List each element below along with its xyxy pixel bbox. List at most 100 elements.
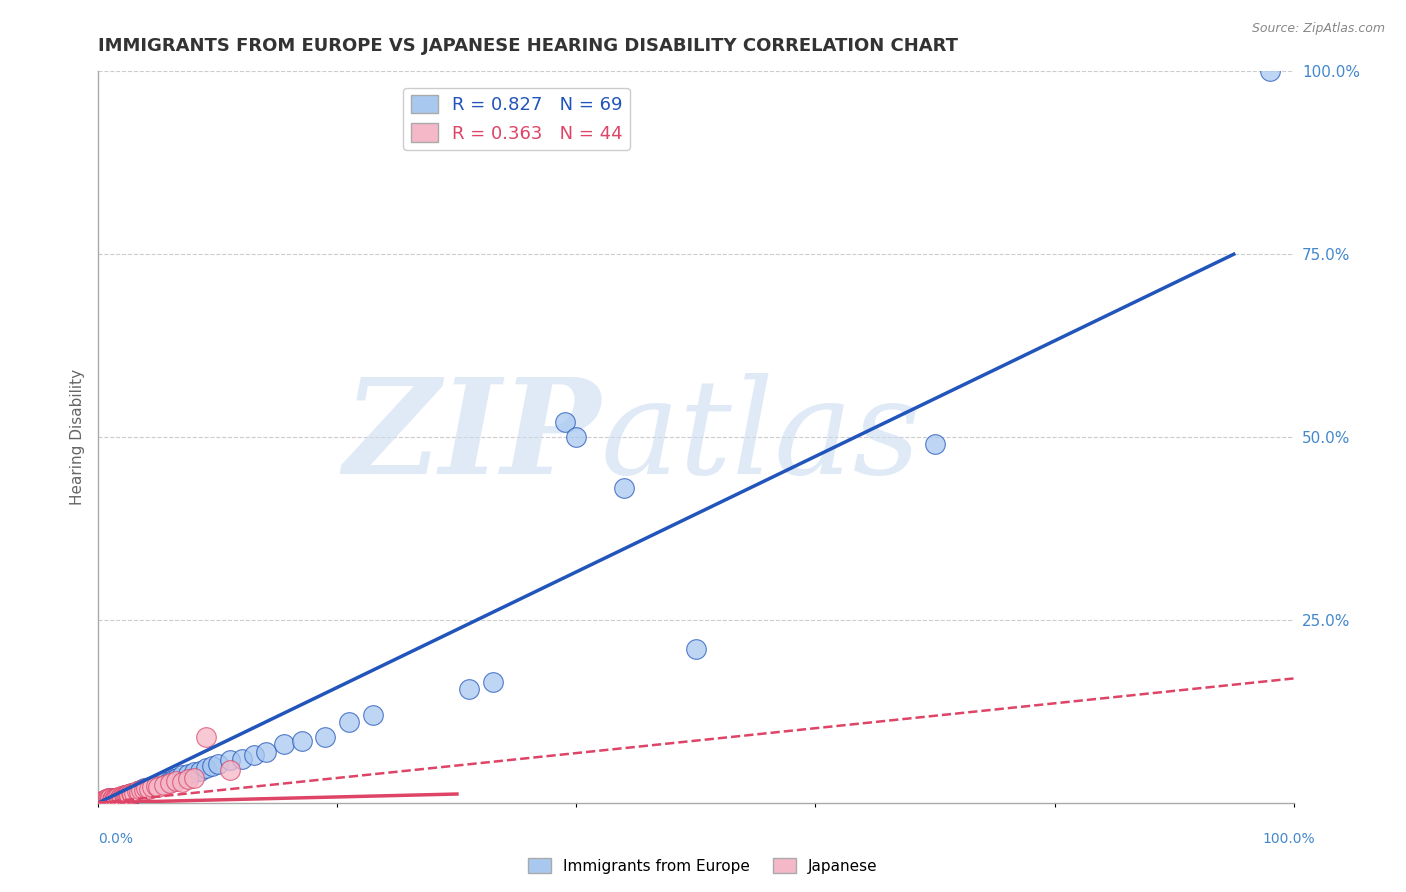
Point (96, 793, 118, 807)
Point (98, 791, 121, 805)
Point (183, 771, 205, 785)
Point (124, 786, 146, 800)
Point (101, 794, 124, 808)
Point (254, 745, 277, 759)
Point (97, 793, 120, 807)
Point (481, 675, 505, 690)
Point (219, 763, 242, 777)
Point (103, 791, 125, 805)
Point (685, 642, 707, 657)
Legend: Immigrants from Europe, Japanese: Immigrants from Europe, Japanese (522, 852, 884, 880)
Point (118, 787, 141, 801)
Point (124, 786, 146, 800)
Point (188, 764, 211, 778)
Point (112, 789, 135, 803)
Point (339, 715, 361, 730)
Point (114, 789, 136, 803)
Point (98, 792, 121, 806)
Point (149, 777, 172, 791)
Point (125, 784, 148, 798)
Point (231, 752, 253, 766)
Point (273, 737, 295, 751)
Point (108, 790, 131, 805)
Point (96, 792, 118, 806)
Point (159, 773, 181, 788)
Point (195, 761, 218, 775)
Point (243, 748, 266, 763)
Point (93, 794, 115, 808)
Point (153, 778, 176, 792)
Point (177, 772, 200, 787)
Point (554, 416, 576, 430)
Point (93, 793, 115, 807)
Point (129, 783, 152, 797)
Point (108, 789, 131, 804)
Point (107, 791, 129, 805)
Text: atlas: atlas (600, 373, 921, 501)
Point (117, 789, 139, 803)
Y-axis label: Hearing Disability: Hearing Disability (69, 369, 84, 505)
Point (148, 778, 170, 792)
Point (207, 757, 229, 772)
Point (1258, 64, 1281, 78)
Point (107, 790, 129, 805)
Point (132, 781, 155, 796)
Point (94, 792, 117, 806)
Point (139, 780, 162, 795)
Point (613, 481, 636, 495)
Point (107, 792, 129, 806)
Point (166, 771, 188, 785)
Point (110, 792, 132, 806)
Point (117, 787, 139, 801)
Point (315, 730, 337, 744)
Legend: R = 0.827   N = 69, R = 0.363   N = 44: R = 0.827 N = 69, R = 0.363 N = 44 (404, 87, 630, 150)
Point (100, 793, 122, 807)
Point (131, 782, 153, 797)
Text: ZIP: ZIP (343, 373, 600, 501)
Text: 0.0%: 0.0% (98, 832, 134, 846)
Point (565, 430, 588, 444)
Point (138, 780, 160, 794)
Point (115, 789, 138, 803)
Point (128, 785, 150, 799)
Text: IMMIGRANTS FROM EUROPE VS JAPANESE HEARING DISABILITY CORRELATION CHART: IMMIGRANTS FROM EUROPE VS JAPANESE HEARI… (98, 37, 959, 54)
Point (98, 794, 122, 808)
Point (363, 708, 385, 723)
Point (165, 773, 187, 788)
Point (118, 788, 141, 802)
Point (125, 785, 148, 799)
Point (104, 792, 127, 806)
Point (201, 759, 224, 773)
Point (159, 776, 181, 790)
Point (219, 753, 242, 767)
Point (127, 784, 149, 798)
Point (148, 780, 170, 794)
Point (121, 787, 143, 801)
Point (91, 794, 114, 808)
Point (138, 781, 160, 796)
Point (121, 786, 143, 800)
Point (120, 788, 142, 802)
Point (131, 783, 153, 797)
Point (105, 793, 128, 807)
Point (110, 789, 132, 804)
Point (172, 775, 194, 789)
Point (924, 437, 946, 451)
Point (115, 788, 138, 802)
Point (120, 786, 142, 800)
Point (105, 791, 128, 805)
Point (142, 779, 165, 793)
Text: Source: ZipAtlas.com: Source: ZipAtlas.com (1251, 22, 1385, 36)
Point (135, 781, 157, 796)
Point (98, 790, 122, 805)
Point (156, 776, 179, 790)
Point (141, 780, 163, 795)
Point (145, 779, 167, 793)
Point (114, 789, 136, 804)
Point (104, 790, 127, 805)
Point (111, 790, 134, 805)
Point (177, 766, 200, 780)
Point (172, 768, 194, 782)
Point (183, 765, 205, 780)
Point (122, 787, 145, 801)
